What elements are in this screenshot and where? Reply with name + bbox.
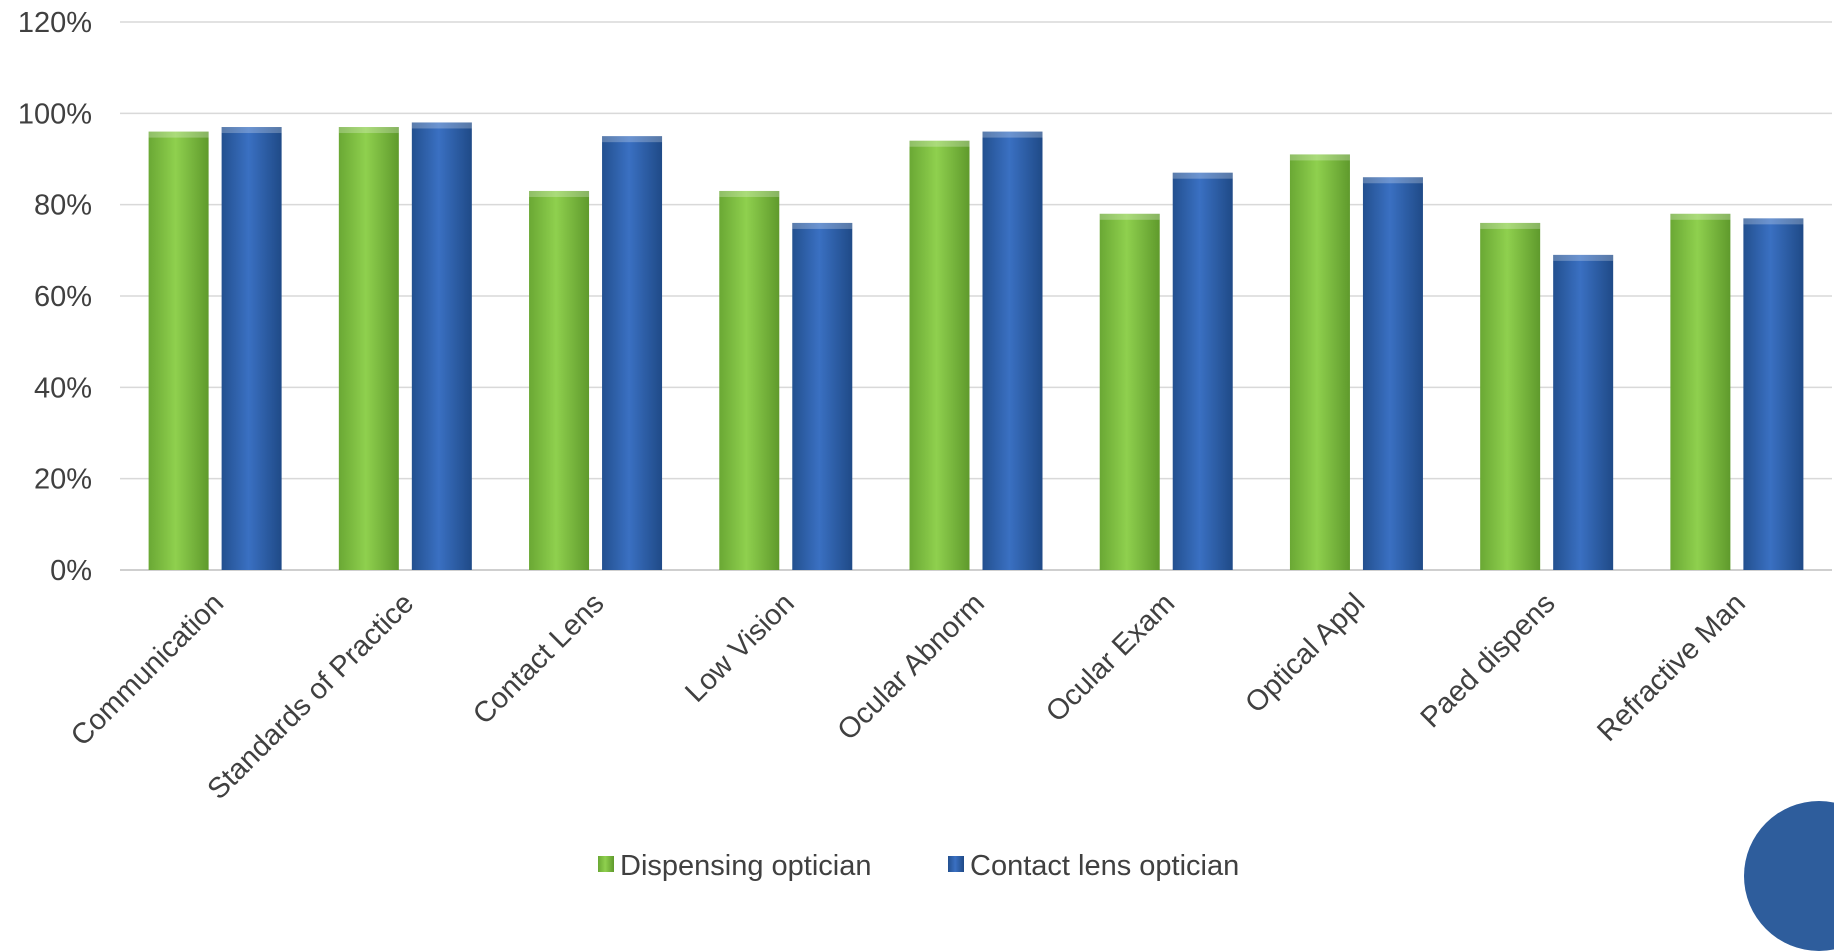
bar-contact-lens [1743, 218, 1804, 570]
bar-contact-lens [792, 222, 853, 570]
bar-dispensing [909, 140, 970, 570]
bar-top-highlight [221, 127, 282, 134]
bar-dispensing [1480, 222, 1541, 570]
x-category-label: Ocular Exam [1040, 587, 1181, 728]
bar-top-highlight [1172, 172, 1233, 179]
y-tick-label: 60% [34, 281, 92, 313]
bar-dispensing [529, 190, 590, 570]
bar-contact-lens [602, 136, 663, 570]
bar-top-highlight [148, 131, 209, 138]
legend-swatch [948, 856, 964, 872]
bar-top-highlight [338, 127, 399, 134]
bar-top-highlight [1743, 218, 1804, 225]
bar-top-highlight [1553, 254, 1614, 261]
legend-label: Dispensing optician [620, 850, 871, 882]
y-tick-label: 0% [50, 555, 92, 587]
bar-top-highlight [1480, 222, 1541, 229]
bar-contact-lens [1362, 177, 1423, 570]
x-category-label: Ocular Abnorm [832, 587, 991, 746]
gridlines [120, 21, 1832, 571]
bar-top-highlight [1289, 154, 1350, 161]
bars [148, 122, 1804, 571]
bar-top-highlight [1670, 213, 1731, 220]
bar-dispensing [1670, 213, 1731, 571]
bar-top-highlight [602, 136, 663, 143]
bar-top-highlight [719, 190, 780, 197]
y-tick-label: 40% [34, 372, 92, 404]
y-tick-label: 20% [34, 464, 92, 496]
x-category-label: Refractive Man [1591, 587, 1752, 748]
bar-dispensing [338, 127, 399, 571]
bar-top-highlight [1362, 177, 1423, 184]
bar-top-highlight [909, 140, 970, 147]
bar-dispensing [1099, 213, 1160, 571]
bar-dispensing [148, 131, 209, 570]
bar-contact-lens [982, 131, 1043, 570]
x-category-label: Communication [65, 587, 230, 752]
legend-swatch [598, 856, 614, 872]
x-category-label: Low Vision [679, 587, 800, 708]
y-tick-label: 80% [34, 190, 92, 222]
bar-top-highlight [411, 122, 472, 129]
bar-contact-lens [1553, 254, 1614, 570]
x-category-label: Standards of Practice [202, 587, 421, 806]
bar-top-highlight [982, 131, 1043, 138]
bar-contact-lens [1172, 172, 1233, 570]
legend-label: Contact lens optician [970, 850, 1239, 882]
bar-top-highlight [792, 222, 853, 229]
bar-contact-lens [411, 122, 472, 570]
bar-dispensing [719, 190, 780, 570]
bar-contact-lens [221, 127, 282, 571]
bar-top-highlight [529, 190, 590, 197]
y-tick-label: 100% [18, 98, 92, 130]
legend: Dispensing optician Contact lens optician [598, 850, 1239, 882]
x-category-label: Contact Lens [467, 587, 610, 730]
y-axis-ticks: 0% 20% 40% 60% 80% 100% 120% [18, 7, 92, 587]
y-tick-label: 120% [18, 7, 92, 39]
bar-chart: 0% 20% 40% 60% 80% 100% 120% CommunicationStan… [18, 7, 1832, 882]
x-category-label: Paed dispens [1415, 587, 1562, 734]
bar-dispensing [1289, 154, 1350, 570]
x-category-label: Optical Appl [1239, 587, 1371, 719]
chart: 0% 20% 40% 60% 80% 100% 120% Communication Stan… [18, 7, 1834, 951]
bar-top-highlight [1099, 213, 1160, 220]
